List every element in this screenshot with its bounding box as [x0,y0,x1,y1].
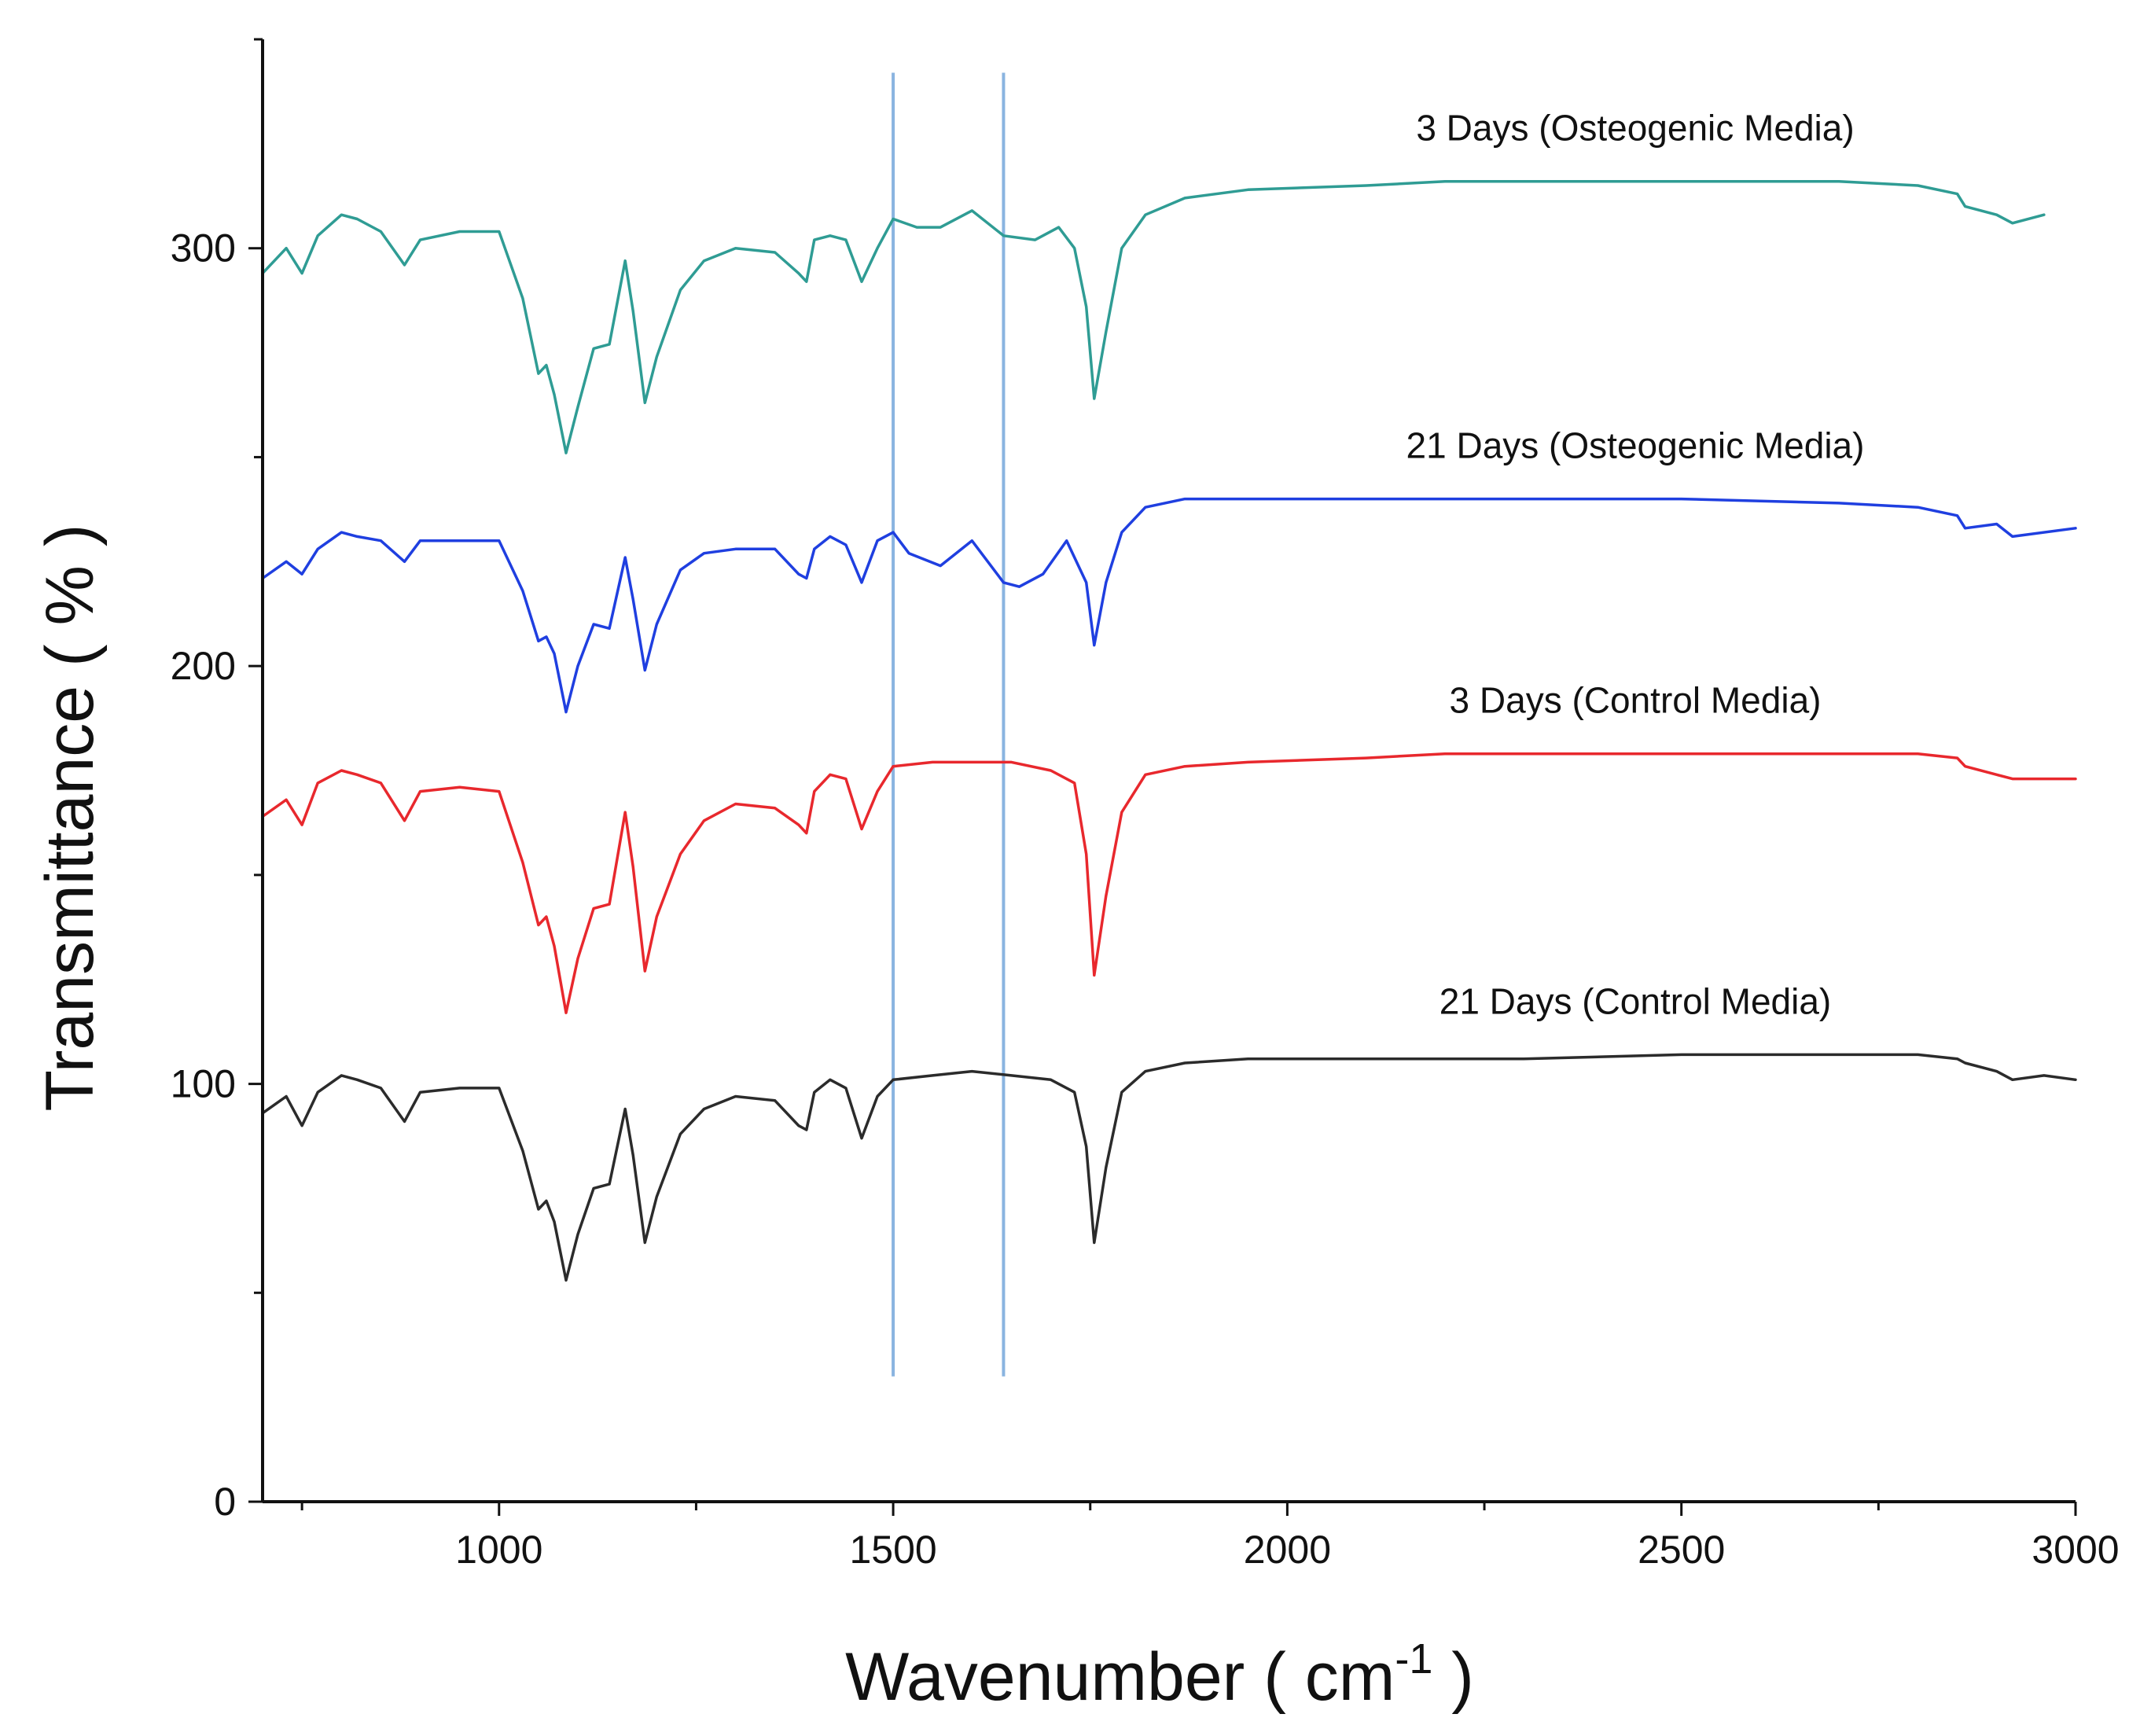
y-tick-label-300: 300 [171,226,236,270]
y-tick-label-0: 0 [214,1480,236,1524]
series-labels: 3 Days (Osteogenic Media) 21 Days (Osteog… [1406,108,1865,1022]
series-lines [261,179,2077,1282]
x-tick-label-2000: 2000 [1244,1528,1331,1572]
y-axis-title: Transmittance ( % ) [32,524,108,1111]
series-line-3 [261,752,2077,1014]
x-ticks: 1000 1500 2000 2500 3000 [300,1502,2120,1572]
series-label-2: 21 Days (Osteogenic Media) [1406,425,1865,466]
series-line-1 [261,179,2046,454]
series-label-1: 3 Days (Osteogenic Media) [1416,108,1854,149]
x-tick-label-1500: 1500 [849,1528,936,1572]
x-tick-label-3000: 3000 [2032,1528,2119,1572]
series-label-3: 3 Days (Control Media) [1450,680,1822,721]
series-line-2 [261,497,2077,714]
series-line-4 [261,1053,2077,1282]
x-tick-label-1000: 1000 [455,1528,542,1572]
x-tick-label-2500: 2500 [1638,1528,1725,1572]
x-axis-title: Wavenumber ( cm-1 ) [845,1635,1474,1715]
y-tick-label-200: 200 [171,644,236,688]
y-tick-label-100: 100 [171,1062,236,1106]
axes [261,39,2076,1503]
y-ticks: 0 100 200 300 [171,38,263,1524]
reference-lines [892,72,1006,1377]
series-label-4: 21 Days (Control Media) [1440,980,1832,1021]
